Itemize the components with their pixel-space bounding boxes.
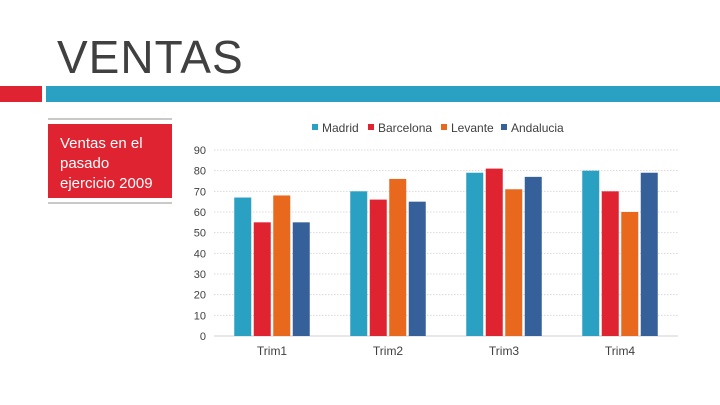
bar-madrid-trim3 <box>466 172 484 336</box>
bar-levante-trim3 <box>505 189 523 336</box>
bar-barcelona-trim3 <box>485 168 503 336</box>
y-tick-label: 80 <box>194 166 206 178</box>
grid-layer <box>214 149 678 337</box>
legend-label-levante: Levante <box>451 121 494 135</box>
y-tick-label: 20 <box>194 290 206 302</box>
bar-andalucia-trim4 <box>640 172 658 336</box>
accent-bar-red <box>0 86 42 102</box>
bars-layer <box>234 168 658 336</box>
bar-levante-trim2 <box>389 178 407 336</box>
bar-barcelona-trim1 <box>253 222 271 336</box>
bar-madrid-trim2 <box>350 191 368 336</box>
subtitle-text: Ventas en el pasado ejercicio 2009 <box>60 135 153 192</box>
slide-title: VENTAS <box>57 31 244 83</box>
y-tick-label: 50 <box>194 228 206 240</box>
accent-bar-teal <box>46 86 720 102</box>
legend: Madrid Barcelona Levante Andalucia <box>312 121 564 135</box>
bar-andalucia-trim2 <box>408 201 426 336</box>
y-tick-label: 10 <box>194 310 206 322</box>
x-tick-label: Trim3 <box>489 344 520 358</box>
bar-barcelona-trim2 <box>369 199 387 336</box>
legend-swatch-barcelona <box>368 124 374 130</box>
y-tick-label: 30 <box>194 269 206 281</box>
legend-label-barcelona: Barcelona <box>378 121 432 135</box>
bar-madrid-trim1 <box>234 197 252 336</box>
legend-swatch-andalucia <box>501 124 507 130</box>
legend-swatch-madrid <box>312 124 318 130</box>
y-tick-label: 90 <box>194 145 206 157</box>
legend-label-madrid: Madrid <box>322 121 359 135</box>
subtitle-box: Ventas en el pasado ejercicio 2009 <box>48 118 172 204</box>
legend-label-andalucia: Andalucia <box>511 121 564 135</box>
y-tick-label: 40 <box>194 248 206 260</box>
bar-andalucia-trim1 <box>292 222 310 336</box>
legend-swatch-levante <box>441 124 447 130</box>
bar-levante-trim1 <box>273 195 291 336</box>
bar-andalucia-trim3 <box>524 176 542 336</box>
y-tick-label: 70 <box>194 186 206 198</box>
y-tick-label: 0 <box>200 331 206 343</box>
bar-barcelona-trim4 <box>601 191 619 336</box>
bar-madrid-trim4 <box>582 170 600 336</box>
x-axis: Trim1 Trim2 Trim3 Trim4 <box>257 344 636 358</box>
x-tick-label: Trim2 <box>373 344 404 358</box>
x-tick-label: Trim4 <box>605 344 636 358</box>
x-tick-label: Trim1 <box>257 344 288 358</box>
subtitle-box-fill <box>48 124 172 198</box>
y-axis: 0 10 20 30 40 50 60 70 80 90 <box>194 145 206 343</box>
bar-levante-trim4 <box>621 212 639 336</box>
y-tick-label: 60 <box>194 207 206 219</box>
